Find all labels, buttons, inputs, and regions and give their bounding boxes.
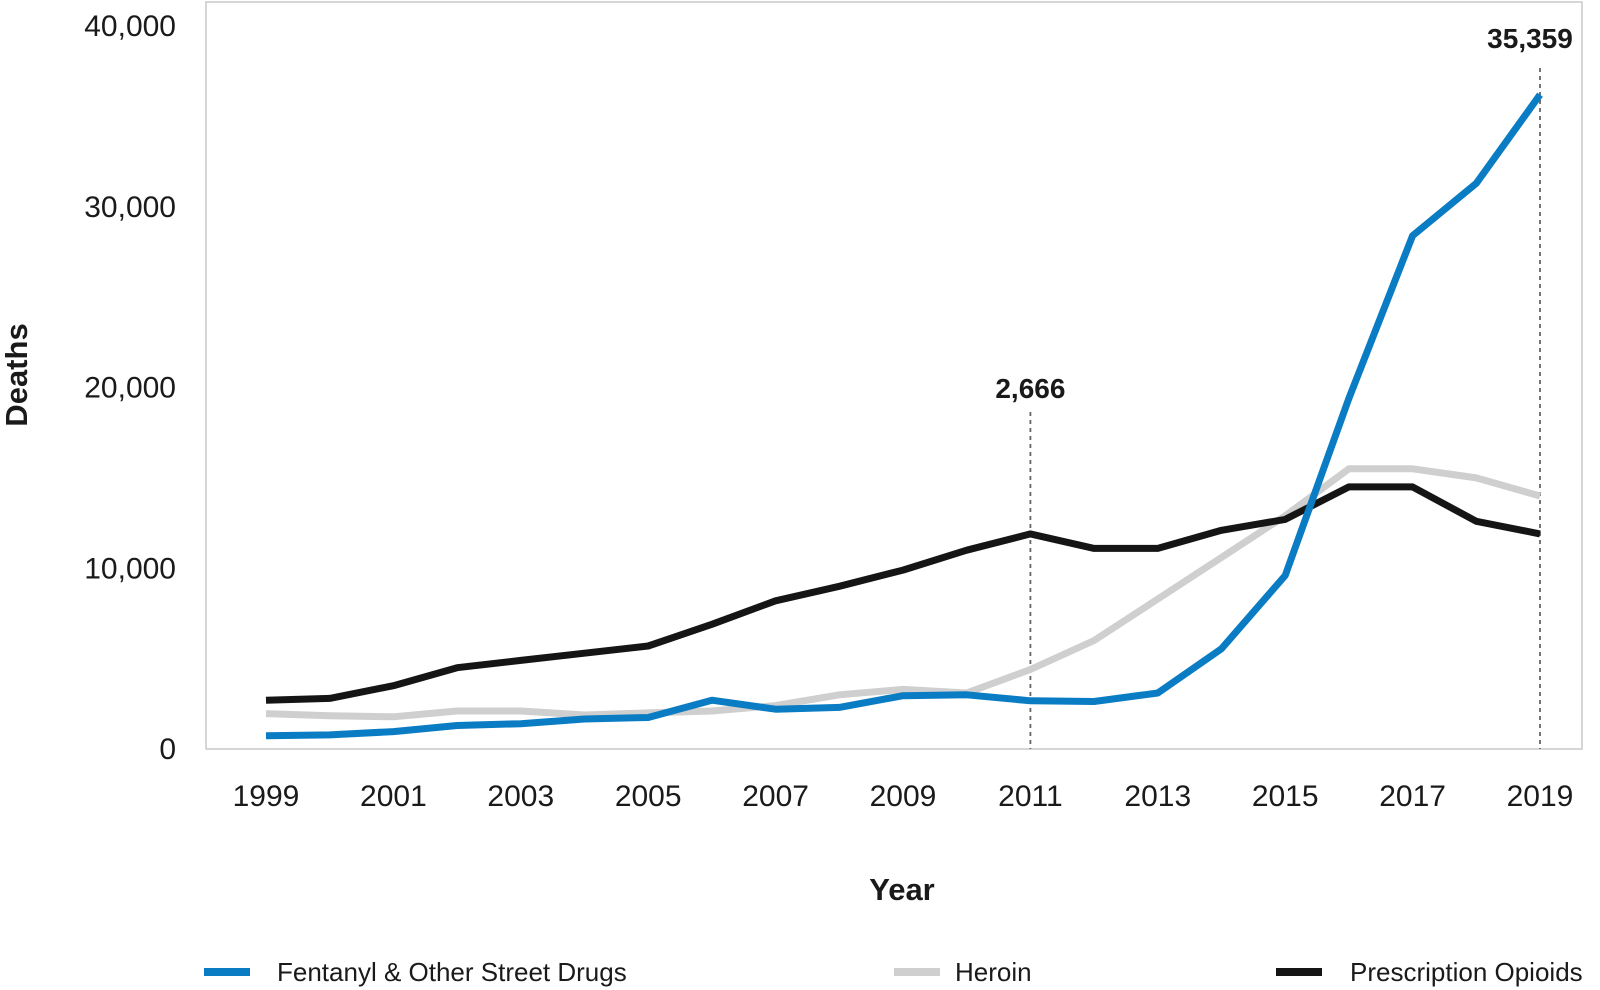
legend-label: Heroin xyxy=(955,957,1032,987)
x-tick-label: 1999 xyxy=(233,780,300,813)
legend-label: Fentanyl & Other Street Drugs xyxy=(277,957,627,987)
x-tick-label: 2001 xyxy=(360,780,427,813)
annotation-labels: 2,666 35,359 xyxy=(995,23,1572,404)
y-axis-title: Deaths xyxy=(0,323,34,426)
annotation-lines xyxy=(1029,68,1541,749)
y-tick-label: 0 xyxy=(159,733,176,766)
annotation-label: 35,359 xyxy=(1487,23,1573,54)
plot-frame xyxy=(205,1,1583,750)
x-tick-label: 2003 xyxy=(487,780,554,813)
x-axis-ticks: 1999 2001 2003 2005 2007 2009 2011 2013 2015 2017… xyxy=(233,780,1574,813)
x-tick-label: 2007 xyxy=(742,780,809,813)
annotation-label: 2,666 xyxy=(995,373,1065,404)
y-tick-label: 10,000 xyxy=(84,552,176,585)
x-tick-label: 2005 xyxy=(615,780,682,813)
y-axis-ticks: 0 10,000 20,000 30,000 40,000 xyxy=(84,10,176,766)
x-tick-label: 2019 xyxy=(1507,780,1574,813)
x-tick-label: 2011 xyxy=(998,780,1063,813)
x-tick-label: 2017 xyxy=(1379,780,1446,813)
x-axis-title: Year xyxy=(869,872,935,907)
legend: Fentanyl & Other Street Drugs Heroin Presc… xyxy=(204,957,1583,987)
series-lines xyxy=(265,92,1543,740)
series-line-heroin xyxy=(265,465,1541,721)
y-tick-label: 20,000 xyxy=(84,372,176,405)
legend-label: Prescription Opioids xyxy=(1350,957,1583,987)
x-tick-label: 2015 xyxy=(1252,780,1319,813)
x-tick-label: 2009 xyxy=(870,780,937,813)
y-tick-label: 30,000 xyxy=(84,191,176,224)
series-line-prescription-opioids xyxy=(265,483,1541,704)
y-tick-label: 40,000 xyxy=(84,10,176,43)
x-tick-label: 2013 xyxy=(1124,780,1191,813)
series-line-fentanyl-other-street-drugs xyxy=(265,92,1543,740)
